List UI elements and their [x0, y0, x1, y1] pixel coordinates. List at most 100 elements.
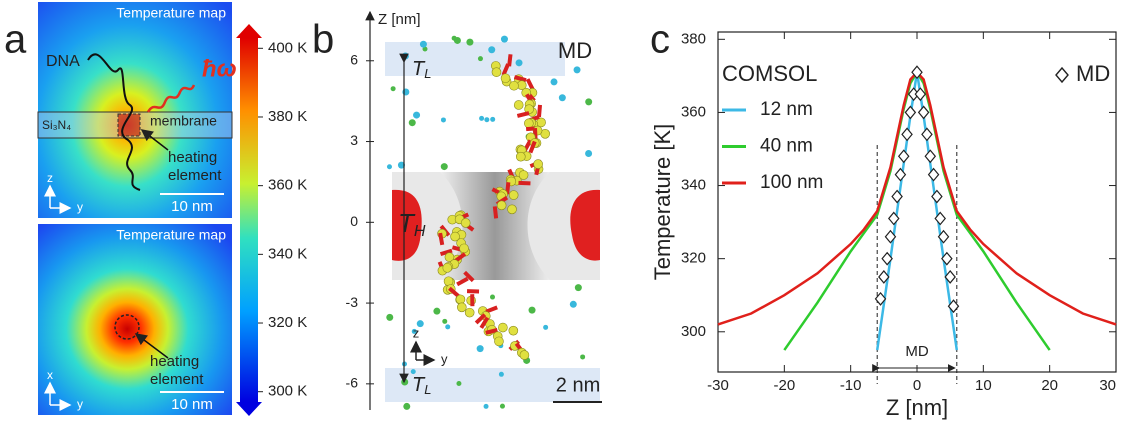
atom: [444, 252, 455, 262]
temperature-label: TL: [412, 374, 431, 397]
ion: [498, 371, 504, 377]
ion: [477, 56, 483, 62]
ion: [410, 369, 416, 375]
ion: [456, 381, 462, 387]
pointer-arrow: [134, 333, 169, 359]
atom: [494, 336, 504, 347]
heating-element: [114, 314, 140, 340]
axis-label: Z [nm]: [378, 11, 421, 28]
axis-letter: y: [77, 397, 83, 411]
md-point: [947, 299, 960, 314]
ion: [445, 324, 451, 330]
panel-letter: c: [650, 18, 670, 62]
ion: [490, 294, 496, 300]
legend-label: MD: [1076, 61, 1110, 86]
ion: [585, 98, 593, 106]
ion: [585, 149, 593, 157]
y-axis-label: Temperature [K]: [650, 124, 675, 281]
atom: [533, 159, 543, 169]
ion: [408, 119, 416, 127]
map-title: Temperature map: [116, 5, 226, 21]
y-tick-label: 300: [681, 323, 706, 340]
series-line: [875, 72, 959, 351]
legend-marker: [1055, 66, 1069, 84]
atom: [500, 73, 511, 84]
md-label: MD: [558, 38, 592, 63]
atom: [450, 231, 460, 242]
base: [454, 252, 467, 263]
base: [525, 78, 535, 91]
colorbar: 400 K 380 K 360 K 340 K 320 K 300 K: [236, 24, 307, 416]
colorbar-gradient: [240, 38, 258, 402]
atom: [496, 200, 507, 211]
base: [518, 180, 531, 186]
colorbar-arrow: [236, 24, 262, 38]
atom: [460, 218, 471, 228]
md-point: [941, 251, 953, 266]
ion: [558, 94, 566, 102]
series-line: [783, 69, 1051, 351]
md-point: [937, 229, 950, 244]
md-point: [881, 251, 893, 266]
base: [448, 286, 460, 298]
axis-letter: x: [47, 368, 53, 382]
x-tick-label: -30: [707, 377, 729, 394]
atom: [518, 170, 529, 180]
x-tick-label: 0: [913, 377, 921, 394]
dna-model: [386, 35, 593, 410]
legend-label: 100 nm: [760, 172, 823, 193]
md-point: [894, 167, 907, 182]
atom: [513, 100, 524, 110]
atom: [524, 118, 534, 129]
base: [467, 289, 480, 294]
atom: [508, 325, 519, 336]
ion: [401, 52, 409, 60]
light-wave: [146, 84, 196, 113]
ion: [490, 116, 496, 122]
map-title: Temperature map: [116, 227, 226, 243]
ion: [488, 46, 496, 54]
ion: [453, 36, 461, 44]
heating-label: element: [150, 371, 204, 388]
base: [485, 305, 498, 314]
dna-strand: [87, 53, 141, 191]
base: [528, 140, 537, 154]
annotation: MD: [905, 343, 928, 360]
ion: [411, 328, 417, 334]
base: [474, 313, 487, 325]
ion: [401, 378, 409, 386]
base: [438, 232, 445, 246]
axis-letter: z: [413, 325, 420, 340]
axis-letter: z: [47, 171, 53, 185]
md-point: [917, 105, 930, 120]
md-point: [927, 167, 940, 182]
panel-a: a Temperature map DNA ħω Si₃N₄ membrane …: [4, 2, 307, 416]
y-tick-label: 380: [681, 30, 706, 47]
x-tick-label: 30: [1099, 377, 1116, 394]
ion: [419, 40, 427, 48]
ion: [500, 35, 508, 43]
heat-map: [38, 224, 232, 415]
ion: [580, 354, 586, 360]
heating-label: heating: [168, 149, 217, 166]
md-point: [924, 149, 937, 164]
ion: [403, 402, 411, 410]
ion: [440, 117, 446, 123]
base: [463, 270, 475, 283]
base: [516, 111, 530, 118]
axis-letter: y: [77, 200, 83, 214]
heating-element: [117, 113, 141, 137]
base: [501, 63, 510, 76]
atom: [508, 190, 519, 200]
md-point: [901, 127, 913, 142]
heat-map: [38, 2, 232, 218]
ion: [479, 115, 485, 121]
ion: [386, 164, 392, 170]
x-tick-label: -10: [840, 377, 862, 394]
scale-label: 10 nm: [171, 198, 213, 215]
md-point: [874, 291, 887, 306]
panel-letter: b: [312, 18, 334, 62]
ion: [483, 403, 489, 409]
atom: [455, 294, 466, 305]
x-tick-label: -20: [773, 377, 795, 394]
